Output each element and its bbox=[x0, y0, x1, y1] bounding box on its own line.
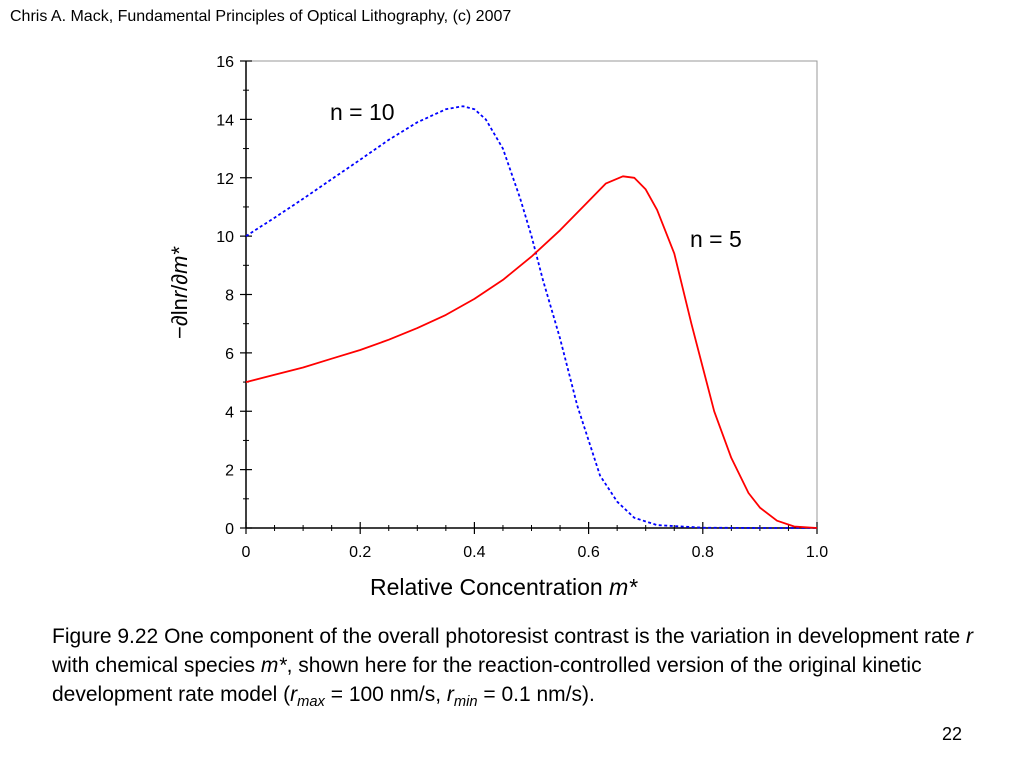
y-tick-label: 6 bbox=[225, 346, 234, 363]
y-tick-label: 14 bbox=[216, 112, 234, 129]
y-tick-label: 0 bbox=[225, 521, 234, 538]
series-line-1 bbox=[245, 105, 817, 529]
header-citation: Chris A. Mack, Fundamental Principles of… bbox=[10, 8, 512, 25]
x-tick-label: 0.2 bbox=[349, 544, 371, 561]
y-tick-label: 4 bbox=[225, 404, 234, 421]
x-tick-label: 0 bbox=[242, 544, 251, 561]
page-number: 22 bbox=[942, 724, 963, 744]
y-tick-label: 16 bbox=[216, 54, 234, 71]
figure-caption: Figure 9.22 One component of the overall… bbox=[52, 625, 974, 711]
y-tick-label: 8 bbox=[225, 288, 234, 305]
series-annotation-2: n = 5 bbox=[690, 226, 742, 252]
x-axis-label: Relative Concentration m* bbox=[370, 574, 638, 600]
y-axis-label: −∂lnr/∂m* bbox=[167, 246, 192, 340]
x-tick-label: 0.6 bbox=[577, 544, 599, 561]
line-chart: 0 2 4 6 8 10 12 14 16 0 0.2 0.4 0.6 0.8 1.0 n = 10 n = 5 bbox=[216, 54, 828, 561]
x-tick-label: 0.4 bbox=[463, 544, 485, 561]
y-tick-label: 2 bbox=[225, 463, 234, 480]
x-tick-label: 1.0 bbox=[806, 544, 828, 561]
y-tick-label: 12 bbox=[216, 171, 234, 188]
x-tick-label: 0.8 bbox=[692, 544, 714, 561]
series-line-2 bbox=[245, 175, 818, 529]
y-tick-label: 10 bbox=[216, 229, 234, 246]
series-annotation-1: n = 10 bbox=[330, 99, 395, 125]
